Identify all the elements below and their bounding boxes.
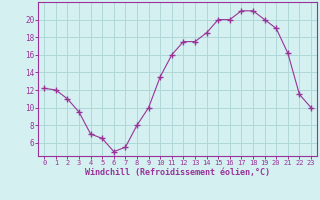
X-axis label: Windchill (Refroidissement éolien,°C): Windchill (Refroidissement éolien,°C): [85, 168, 270, 177]
